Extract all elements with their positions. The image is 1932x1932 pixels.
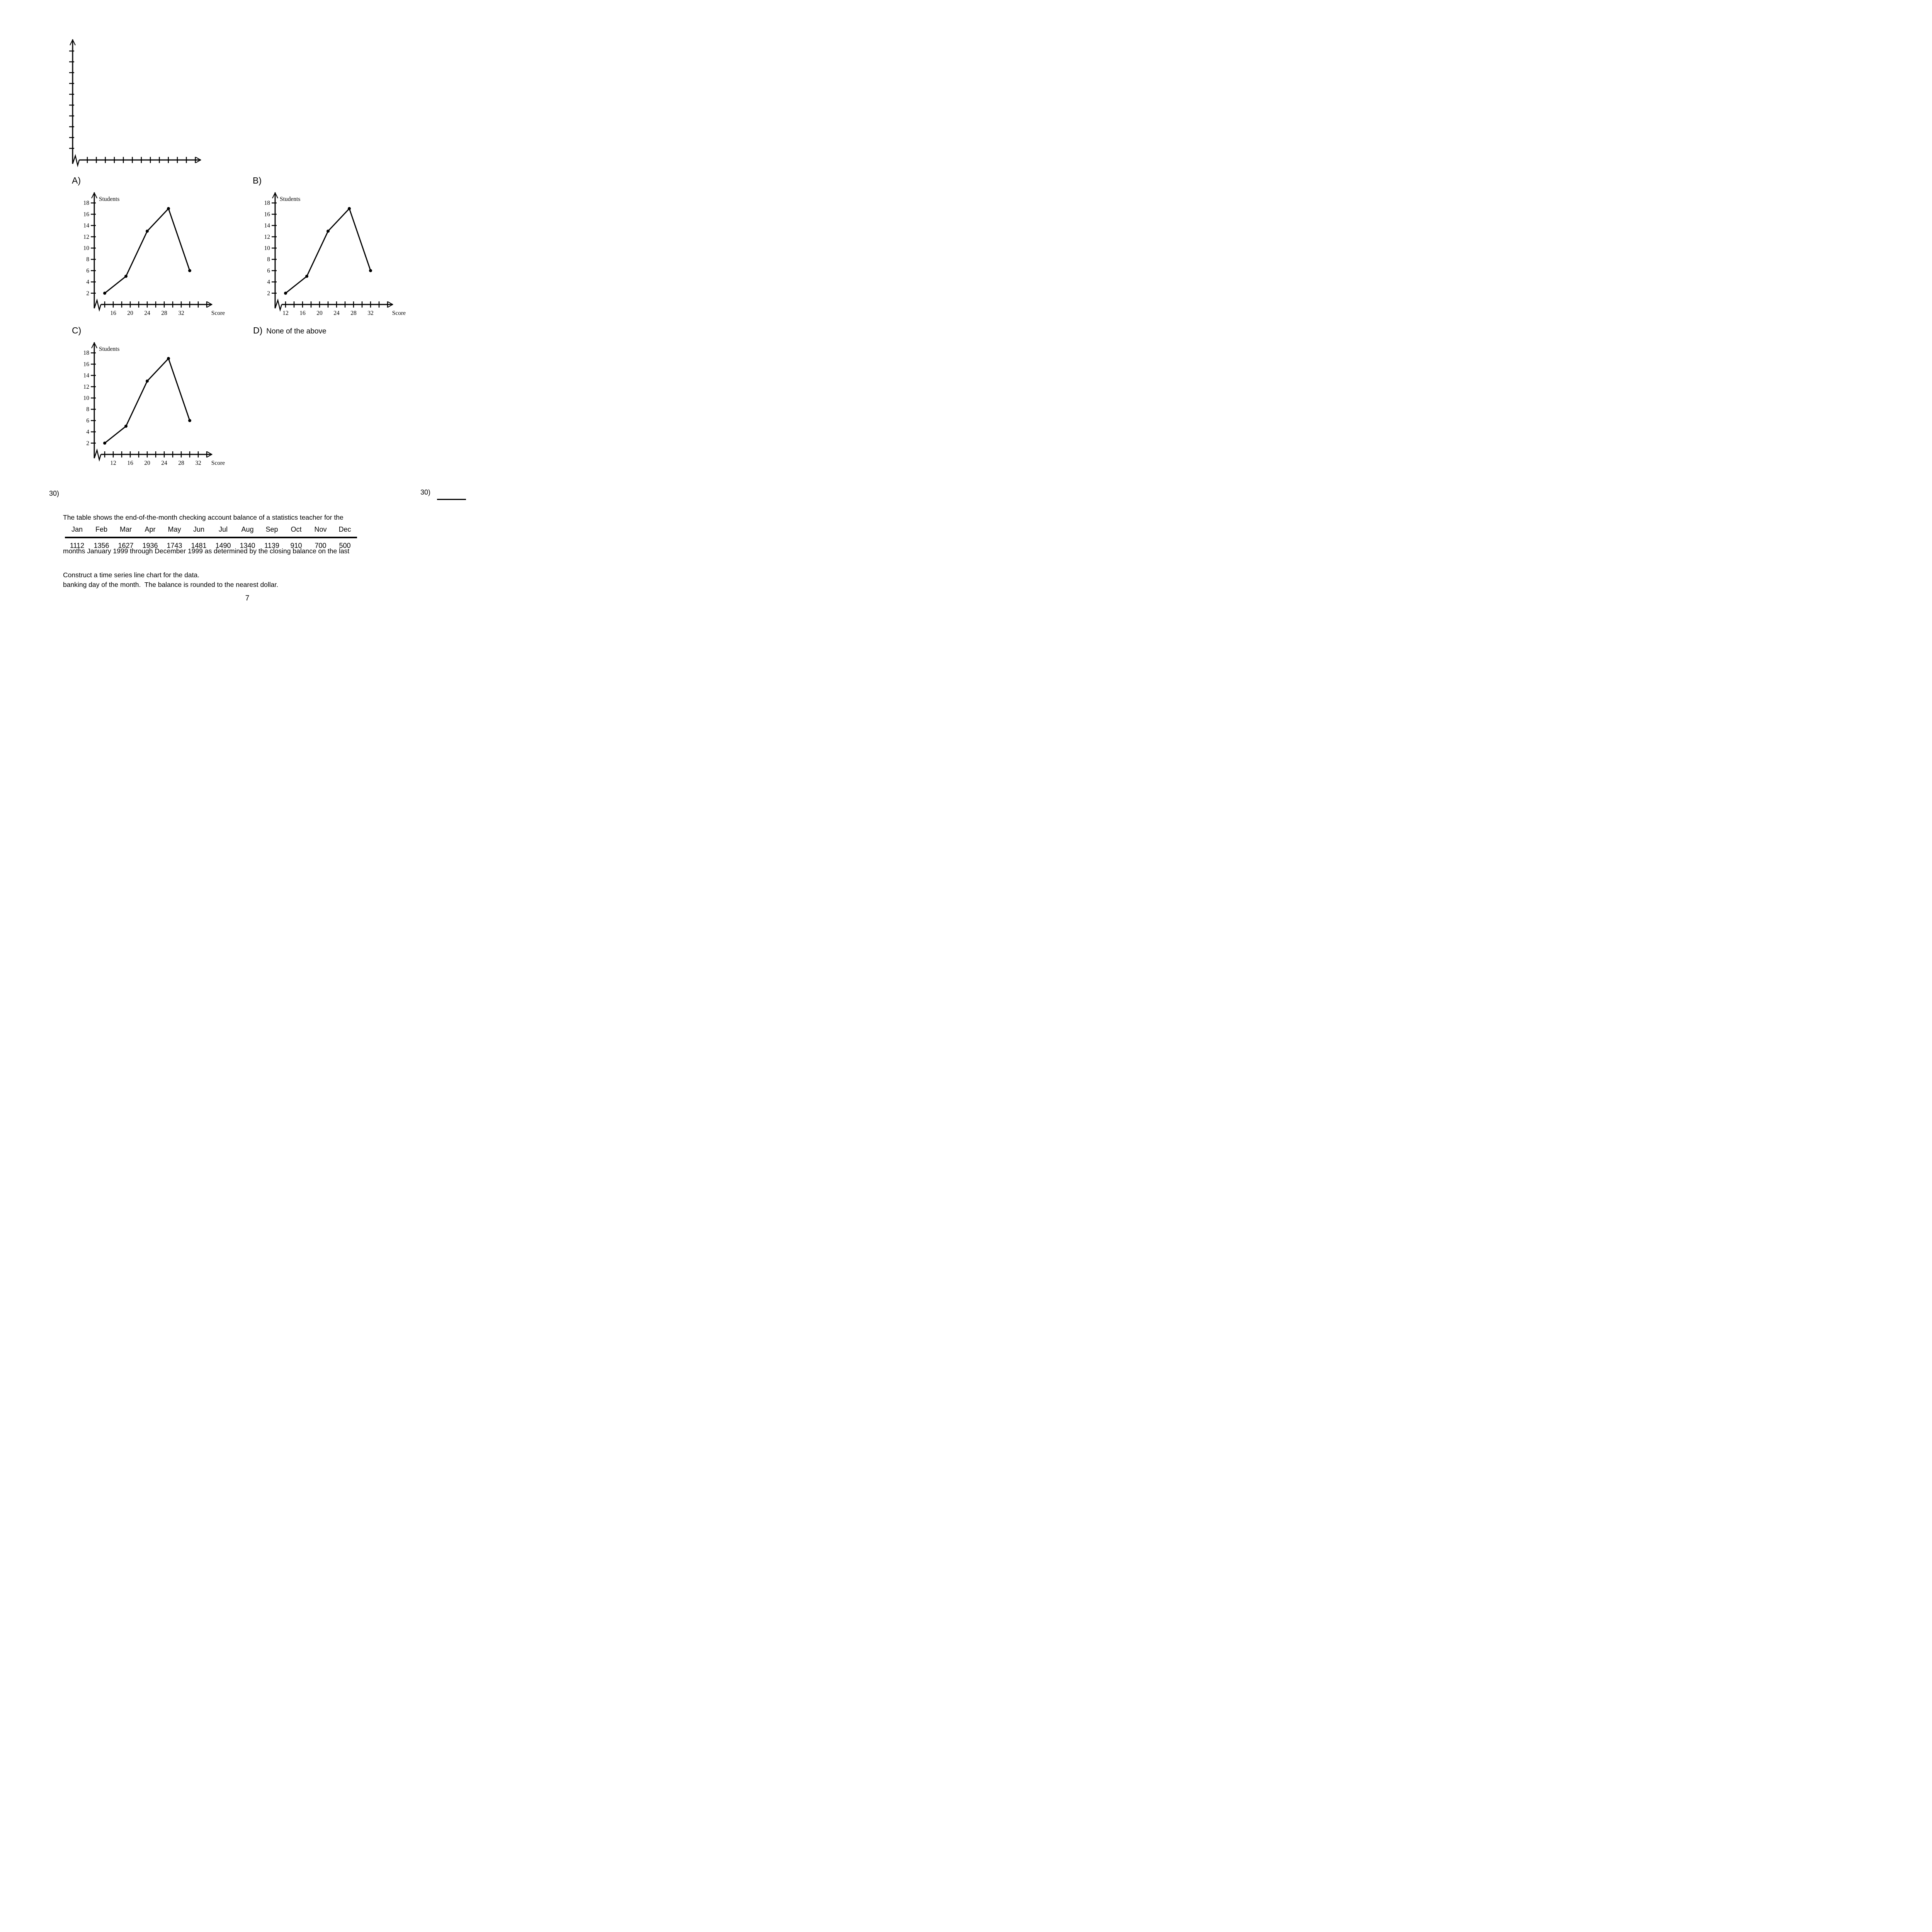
svg-text:12: 12 <box>264 234 270 240</box>
svg-text:18: 18 <box>83 200 90 206</box>
svg-text:32: 32 <box>367 310 374 316</box>
question-text: The table shows the end-of-the-month che… <box>63 490 349 613</box>
svg-text:10: 10 <box>83 245 90 252</box>
table-header-cell: Aug <box>241 526 254 533</box>
svg-text:18: 18 <box>264 200 270 206</box>
table-value-cell: 1936 <box>142 542 158 549</box>
svg-text:Score: Score <box>211 460 225 466</box>
svg-text:14: 14 <box>83 372 90 379</box>
table-header-cell: Feb <box>95 526 108 533</box>
svg-text:18: 18 <box>83 350 90 356</box>
table-header-cell: Jan <box>71 526 83 533</box>
svg-text:16: 16 <box>299 310 306 316</box>
svg-text:12: 12 <box>83 384 90 390</box>
svg-text:20: 20 <box>144 460 150 466</box>
svg-text:24: 24 <box>161 460 167 466</box>
option-b-label: B) <box>253 175 262 185</box>
svg-text:12: 12 <box>110 460 116 466</box>
svg-text:12: 12 <box>83 234 90 240</box>
svg-text:16: 16 <box>264 211 270 218</box>
svg-text:2: 2 <box>86 290 89 297</box>
svg-text:16: 16 <box>83 361 90 367</box>
table-header-cell: Apr <box>145 526 156 533</box>
table-value-cell: 910 <box>290 542 302 549</box>
svg-text:28: 28 <box>161 310 167 316</box>
svg-text:16: 16 <box>83 211 90 218</box>
svg-text:28: 28 <box>178 460 184 466</box>
table-header-cell: Nov <box>314 526 327 533</box>
answer-blank-line <box>437 499 466 500</box>
table-value-cell: 1340 <box>240 542 255 549</box>
svg-text:6: 6 <box>267 267 270 274</box>
table-value-cell: 1490 <box>215 542 231 549</box>
question-line: months January 1999 through December 199… <box>63 547 350 555</box>
svg-text:16: 16 <box>127 460 133 466</box>
svg-text:4: 4 <box>86 279 89 286</box>
instruction-text: Construct a time series line chart for t… <box>63 571 200 579</box>
svg-text:12: 12 <box>282 310 289 316</box>
table-value-cell: 1481 <box>191 542 207 549</box>
table-rule <box>65 537 357 538</box>
table-header-cell: Mar <box>120 526 132 533</box>
svg-text:2: 2 <box>267 290 270 297</box>
svg-text:32: 32 <box>195 460 201 466</box>
table-value-cell: 700 <box>315 542 327 549</box>
table-value-cell: 500 <box>339 542 351 549</box>
table-header-cell: Oct <box>291 526 302 533</box>
table-value-cell: 1112 <box>70 542 85 549</box>
table-value-cell: 1627 <box>118 542 134 549</box>
svg-text:8: 8 <box>86 406 89 413</box>
balance-table: Jan Feb Mar Apr May Jun Jul Aug Sep Oct Nov Dec 111… <box>65 526 357 550</box>
svg-text:6: 6 <box>86 267 89 274</box>
question-line: banking day of the month. The balance is… <box>63 581 279 588</box>
svg-text:4: 4 <box>86 429 89 435</box>
svg-text:32: 32 <box>178 310 184 316</box>
option-a-label: A) <box>72 175 81 185</box>
table-header-cell: Dec <box>338 526 351 533</box>
svg-text:10: 10 <box>264 245 270 252</box>
option-d: D) None of the above <box>253 325 327 336</box>
table-header-cell: May <box>168 526 181 533</box>
table-header-row: Jan Feb Mar Apr May Jun Jul Aug Sep Oct Nov Dec <box>65 526 357 534</box>
svg-text:8: 8 <box>86 256 89 263</box>
svg-text:6: 6 <box>86 417 89 424</box>
svg-text:Students: Students <box>280 196 300 202</box>
svg-text:20: 20 <box>316 310 323 316</box>
worksheet-page: A) 2 4 6 8 10 12 14 16 18 16 20 24 28 32 Students Score… <box>0 0 495 640</box>
table-header-cell: Sep <box>265 526 278 533</box>
table-value-cell: 1356 <box>94 542 109 549</box>
table-header-cell: Jun <box>193 526 205 533</box>
svg-text:20: 20 <box>127 310 133 316</box>
svg-text:14: 14 <box>83 223 90 229</box>
svg-text:24: 24 <box>333 310 340 316</box>
question-line: The table shows the end-of-the-month che… <box>63 514 344 521</box>
svg-text:2: 2 <box>86 440 89 447</box>
table-value-cell: 1743 <box>167 542 182 549</box>
page-number: 7 <box>245 594 250 602</box>
option-c-label: C) <box>72 325 82 335</box>
svg-text:28: 28 <box>350 310 357 316</box>
table-value-cell: 1139 <box>264 542 279 549</box>
blank-axes-chart <box>69 39 201 167</box>
svg-text:14: 14 <box>264 223 270 229</box>
option-d-text: None of the above <box>266 327 327 335</box>
option-d-label: D) <box>253 325 263 335</box>
svg-text:10: 10 <box>83 395 90 401</box>
svg-text:16: 16 <box>110 310 116 316</box>
table-header-cell: Jul <box>218 526 228 533</box>
svg-text:Students: Students <box>99 196 119 202</box>
answer-slot-number: 30) <box>420 488 431 496</box>
svg-text:Score: Score <box>392 310 406 316</box>
svg-text:Score: Score <box>211 310 225 316</box>
question-number: 30) <box>49 490 60 497</box>
svg-text:Students: Students <box>99 346 119 352</box>
table-value-row: 1112 1356 1627 1936 1743 1481 1490 1340 1139 910 7… <box>65 542 357 550</box>
svg-text:24: 24 <box>144 310 150 316</box>
svg-text:4: 4 <box>267 279 270 286</box>
svg-text:8: 8 <box>267 256 270 263</box>
